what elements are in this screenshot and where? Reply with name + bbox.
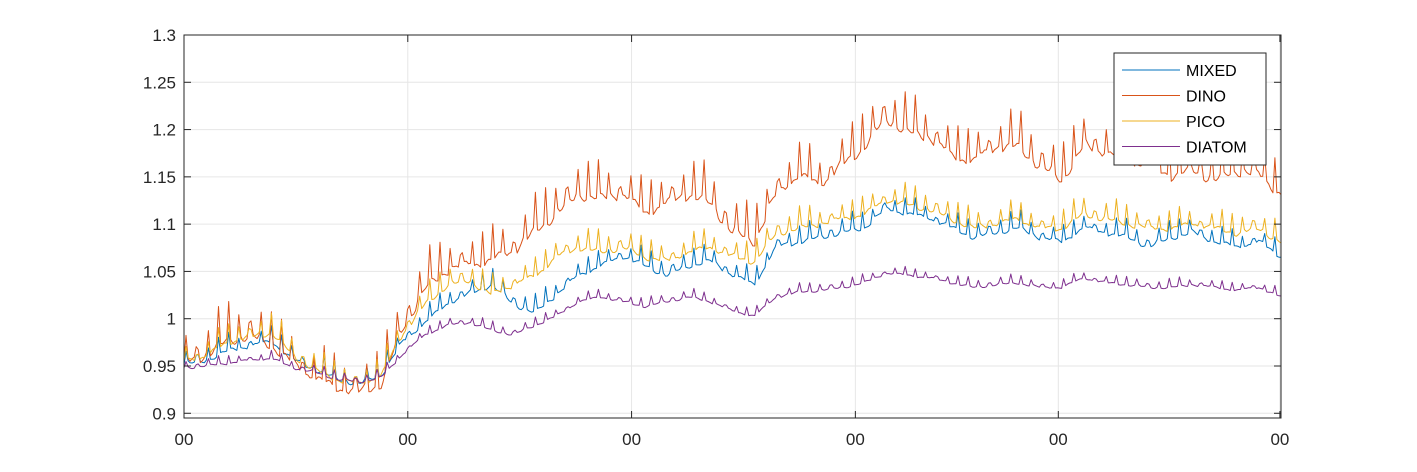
y-tick-label: 1 <box>167 310 176 329</box>
series-line-pico <box>183 181 1282 384</box>
y-tick-label: 0.9 <box>152 404 176 423</box>
legend-label-diatom: DIATOM <box>1186 140 1247 157</box>
x-tick-label: 00 <box>175 430 194 449</box>
x-tick-label: 00 <box>1049 430 1068 449</box>
x-tick-label: 00 <box>622 430 641 449</box>
x-tick-label: 00 <box>398 430 417 449</box>
x-tick-label: 00 <box>846 430 865 449</box>
legend-label-pico: PICO <box>1186 114 1225 131</box>
y-tick-label: 1.05 <box>143 262 176 281</box>
series-line-diatom <box>183 265 1282 384</box>
y-tick-label: 1.2 <box>152 121 176 140</box>
series-line-dino <box>183 91 1282 395</box>
legend: MIXED DINO PICO DIATOM <box>1113 52 1267 166</box>
series-layer <box>183 91 1282 395</box>
y-tick-label: 1.1 <box>152 215 176 234</box>
y-tick-label: 1.15 <box>143 168 176 187</box>
axes-box <box>183 34 1282 419</box>
grid-lines <box>183 34 1281 418</box>
x-tick-label: 00 <box>1270 430 1289 449</box>
legend-label-mixed: MIXED <box>1186 63 1237 80</box>
y-tick-label: 1.25 <box>143 73 176 92</box>
plot-area <box>184 35 1281 418</box>
legend-label-dino: DINO <box>1186 89 1226 106</box>
y-tick-label: 1.3 <box>152 26 176 45</box>
y-tick-label: 0.95 <box>143 357 176 376</box>
ticks: 0.9 0.95 1 1.05 1.1 1.15 1.2 1.25 1.3 00 00 00 00 00 0… <box>143 26 1289 449</box>
